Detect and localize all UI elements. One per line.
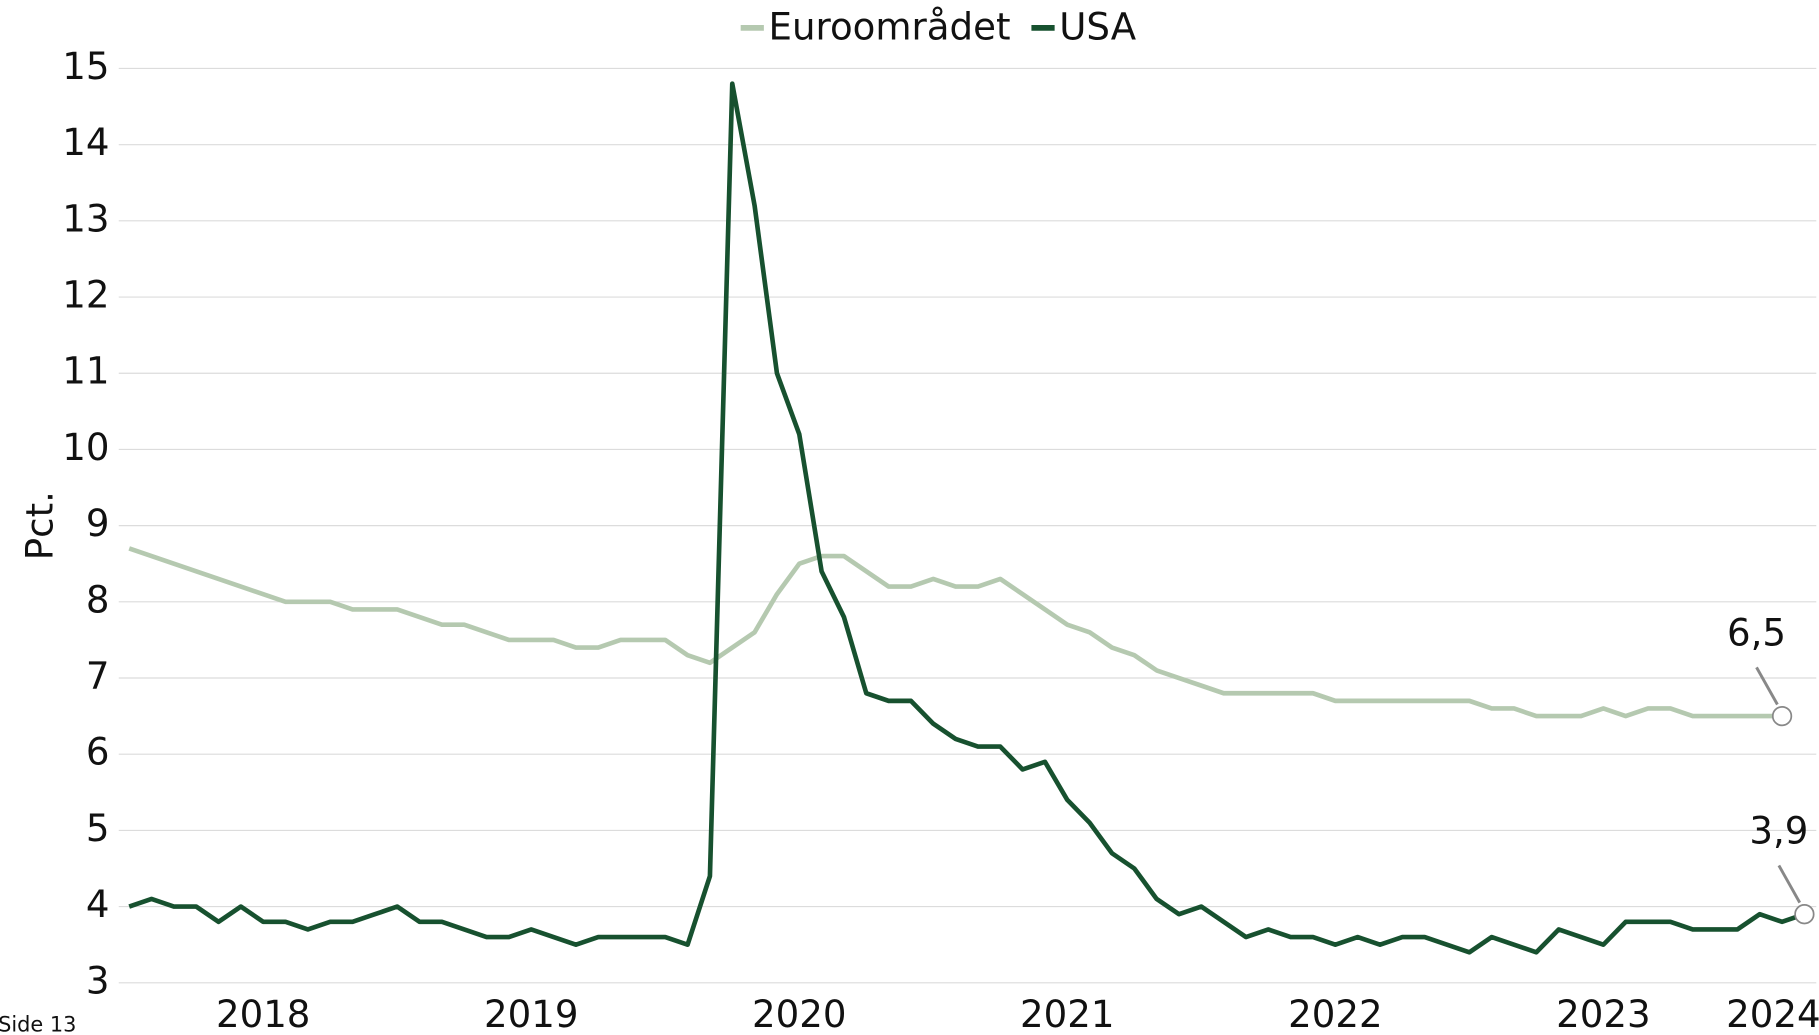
legend-label: Euroområdet <box>769 6 1011 49</box>
y-tick-label: 12 <box>62 274 109 317</box>
series-line <box>128 81 1806 955</box>
y-axis-label: Pct. <box>19 491 62 560</box>
y-tick-label: 10 <box>62 426 109 469</box>
x-tick-label: 2021 <box>1020 993 1114 1035</box>
x-tick-label: 2023 <box>1556 993 1650 1035</box>
leader-line <box>1777 864 1802 904</box>
value-label: 3,9 <box>1749 809 1808 852</box>
y-tick-label: 13 <box>62 197 109 240</box>
x-tick-label: 2022 <box>1288 993 1382 1035</box>
x-tick-label: 2024 <box>1726 993 1819 1035</box>
y-tick-label: 5 <box>86 807 110 850</box>
end-marker <box>1771 705 1793 727</box>
x-tick-label: 2020 <box>752 993 846 1035</box>
value-label: 6,5 <box>1727 611 1786 654</box>
x-tick-label: 2018 <box>216 993 310 1035</box>
y-tick-label: 15 <box>62 45 109 88</box>
y-tick-label: 14 <box>62 121 109 164</box>
y-tick-label: 11 <box>62 350 109 393</box>
y-tick-label: 8 <box>86 578 110 621</box>
y-tick-label: 6 <box>86 731 110 774</box>
footer: Side 13 <box>0 1013 76 1035</box>
legend-label: USA <box>1059 6 1136 49</box>
y-tick-label: 3 <box>86 959 110 1002</box>
y-tick-label: 9 <box>86 502 110 545</box>
end-marker <box>1794 904 1815 925</box>
y-tick-label: 7 <box>86 655 110 698</box>
series-line <box>128 546 1783 719</box>
x-tick-label: 2019 <box>484 993 578 1035</box>
leader-line <box>1755 666 1779 706</box>
y-tick-label: 4 <box>86 883 110 926</box>
